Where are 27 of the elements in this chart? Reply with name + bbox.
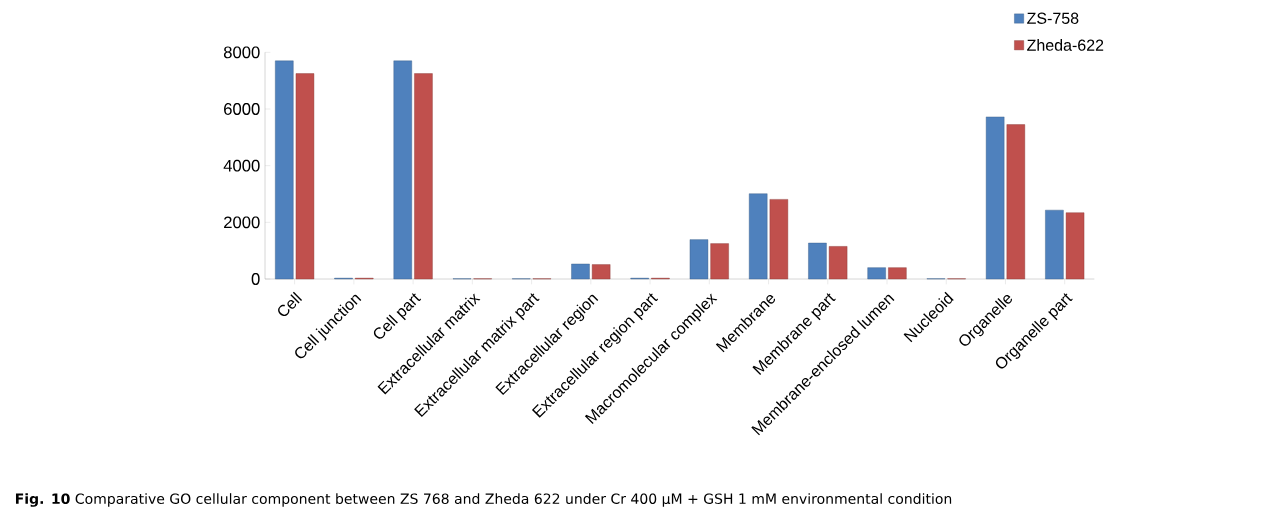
bar bbox=[985, 116, 1005, 280]
y-tick-label: 0 bbox=[251, 273, 260, 285]
text: Fig. 10 Comparative GO cellular component between ZS 768 and Zheda 622 under Cr 400 μM + GSH 1 mM environmental condition bbox=[15, 493, 952, 507]
y-tick-label: 8000 bbox=[223, 46, 260, 59]
y-tick-label: 6000 bbox=[224, 103, 260, 115]
bar bbox=[828, 246, 848, 280]
bar bbox=[414, 73, 433, 280]
bar bbox=[275, 60, 294, 280]
bar bbox=[710, 243, 729, 280]
bar bbox=[295, 73, 315, 280]
bar bbox=[749, 193, 768, 280]
bar bbox=[571, 263, 590, 280]
x-tick-label: Cell bbox=[278, 291, 303, 317]
bar bbox=[1065, 212, 1085, 280]
bar bbox=[888, 267, 907, 280]
bar bbox=[1006, 124, 1026, 280]
bar bbox=[1045, 209, 1064, 280]
legend-label: Zheda-622 bbox=[1027, 39, 1104, 51]
y-tick-label: 4000 bbox=[223, 159, 260, 172]
legend-label: ZS-758 bbox=[1027, 12, 1079, 24]
bar bbox=[808, 242, 827, 280]
bar bbox=[769, 199, 789, 280]
bar bbox=[591, 264, 611, 280]
bar bbox=[867, 267, 886, 280]
bar bbox=[393, 60, 412, 280]
y-tick-label: 2000 bbox=[224, 216, 260, 229]
bar bbox=[689, 239, 709, 280]
